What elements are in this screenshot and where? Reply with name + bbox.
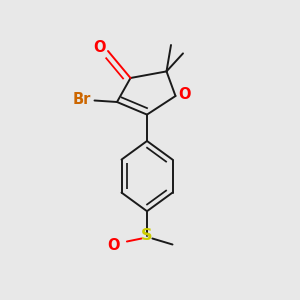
Text: Br: Br bbox=[73, 92, 91, 107]
Text: S: S bbox=[141, 228, 153, 243]
Text: O: O bbox=[93, 40, 106, 55]
Text: O: O bbox=[107, 238, 119, 253]
Text: O: O bbox=[178, 87, 191, 102]
